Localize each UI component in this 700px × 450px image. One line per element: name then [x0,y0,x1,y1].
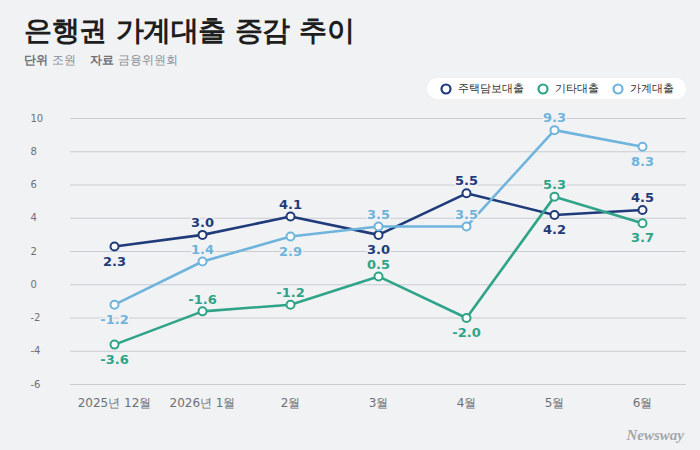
svg-text:-1.2: -1.2 [276,285,304,300]
svg-text:6월: 6월 [633,396,653,410]
svg-text:4.1: 4.1 [279,197,302,212]
svg-text:9.3: 9.3 [543,110,566,125]
svg-text:4: 4 [31,212,37,223]
svg-text:-3.6: -3.6 [100,352,128,367]
svg-text:3.5: 3.5 [367,207,390,222]
html-text:은행권 가계대출 증감 추이: 은행권 가계대출 증감 추이 [24,14,355,47]
svg-text:5.3: 5.3 [543,177,566,192]
svg-text:4월: 4월 [457,396,477,410]
svg-text:3월: 3월 [369,396,389,410]
svg-text:2월: 2월 [281,396,301,410]
svg-text:3.5: 3.5 [455,207,478,222]
svg-text:2: 2 [31,246,37,257]
svg-text:-1.2: -1.2 [100,312,128,327]
svg-text:-2.0: -2.0 [452,325,480,340]
svg-text:3.0: 3.0 [191,215,214,230]
svg-text:5월: 5월 [545,396,565,410]
svg-text:-1.6: -1.6 [188,292,216,307]
svg-text:10: 10 [31,113,44,124]
svg-text:2.9: 2.9 [279,244,302,259]
svg-text:2025년 12월: 2025년 12월 [78,396,152,410]
svg-text:3.7: 3.7 [631,230,654,245]
svg-text:-4: -4 [31,345,41,356]
svg-text:8.3: 8.3 [631,154,654,169]
html-text:Newsway: Newsway [626,427,684,443]
html-text:주택담보대출: 주택담보대출 [458,82,524,95]
html-text:가계대출: 가계대출 [630,82,674,95]
svg-text:-6: -6 [31,379,41,390]
svg-text:1.4: 1.4 [191,242,214,257]
svg-text:0: 0 [31,279,37,290]
svg-text:3.0: 3.0 [367,242,390,257]
svg-text:6: 6 [31,179,37,190]
svg-text:5.5: 5.5 [455,173,478,188]
svg-text:2.3: 2.3 [103,254,126,269]
html-text:기타대출: 기타대출 [555,82,599,95]
html-text:단위 조원: 단위 조원 [24,53,76,67]
svg-text:4.2: 4.2 [543,222,566,237]
svg-text:-2: -2 [31,312,41,323]
html-text:자료 금융위원회: 자료 금융위원회 [90,53,178,67]
svg-text:0.5: 0.5 [367,257,390,272]
svg-text:2026년 1월: 2026년 1월 [170,396,236,410]
svg-text:8: 8 [31,146,37,157]
svg-text:4.5: 4.5 [631,190,654,205]
